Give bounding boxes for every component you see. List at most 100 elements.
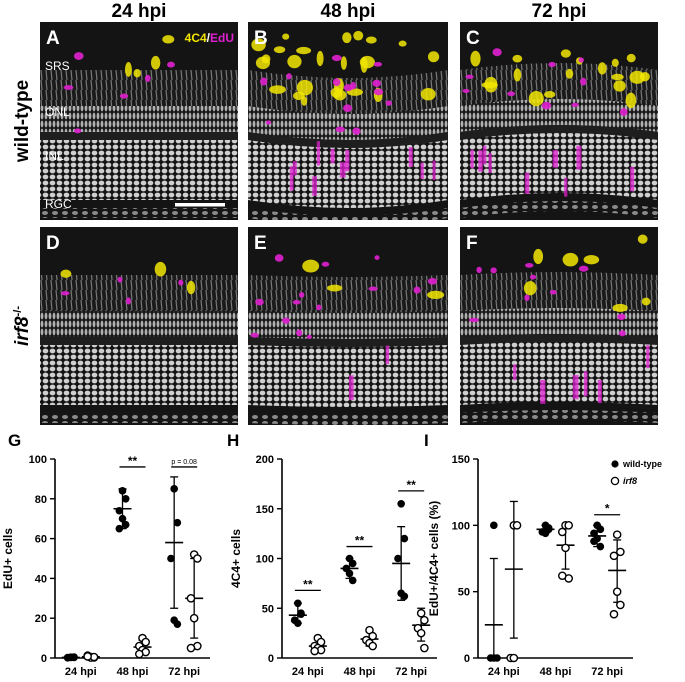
micrograph-panel-d — [40, 227, 238, 425]
plot-h-point — [345, 569, 354, 578]
plot-h: H 0 50 100 150 200 4C4+ cells 24 hpi 48 hpi 72 hp… — [227, 431, 437, 678]
plot-h-point — [368, 641, 378, 651]
plot-h-sig-label: ** — [303, 577, 313, 591]
key-mutant-marker — [610, 476, 620, 486]
plot-h-ytick-label: 200 — [256, 454, 274, 466]
plot-h-point — [397, 499, 405, 508]
plot-g-xtick-label: 72 hpi — [168, 666, 200, 678]
plot-i-point — [609, 551, 619, 561]
micrograph-panel-f — [460, 227, 658, 425]
plot-g-point — [118, 514, 127, 523]
panel-letter-b: B — [254, 28, 268, 49]
plot-h-point — [400, 592, 409, 601]
plot-i-point — [509, 653, 519, 663]
plot-h-xtick-label: 72 hpi — [395, 666, 427, 678]
key-mutant-label: irf8 — [623, 476, 637, 486]
plot-i-point — [616, 600, 625, 610]
plot-i-point — [490, 521, 498, 530]
plot-h-point — [297, 610, 305, 619]
plot-g-point — [170, 485, 178, 493]
micrograph-panel-b — [248, 22, 448, 220]
plot-h-point — [348, 559, 357, 568]
plot-g-point — [83, 652, 92, 661]
plot-h-sig-label: ** — [406, 478, 416, 492]
plot-g-point — [118, 487, 127, 495]
plot-i-point — [590, 537, 598, 546]
plot-h-ytick-label: 100 — [256, 554, 274, 566]
plot-g-point — [121, 495, 130, 503]
layer-label-inl: INL — [45, 149, 64, 163]
plot-g-point — [121, 520, 130, 529]
stain-legend-4c4: 4C4 — [185, 31, 207, 45]
scale-bar — [175, 203, 225, 207]
plot-g-series-wildtype — [61, 476, 184, 662]
plot-i-point — [616, 547, 625, 557]
plot-i-point — [544, 524, 553, 532]
panel-letter-a: A — [46, 28, 60, 49]
row-header-mutant: irf8-/- — [12, 306, 33, 346]
row-header-mutant-sup: -/- — [12, 306, 24, 317]
plot-i-ytick-label: 50 — [458, 587, 470, 599]
plot-h-series-wildtype — [288, 499, 411, 627]
plot-h-point — [420, 643, 429, 653]
plot-h-point — [368, 631, 378, 641]
plot-g-point — [141, 637, 150, 647]
layer-label-srs: SRS — [45, 59, 70, 73]
panel-letter-c: C — [466, 28, 480, 49]
layer-label-onl: ONL — [45, 105, 70, 119]
plot-h-series-mutant — [308, 607, 431, 656]
plot-h-ytick-label: 150 — [256, 504, 274, 516]
plot-i-ytick-label: 150 — [452, 454, 470, 466]
plot-g-sig-label: ** — [128, 454, 138, 468]
plot-g: G 0 20 40 60 80 100 EdU+ cells 24 hpi 48 hpi 72 hp… — [1, 431, 210, 678]
plot-letter-h: H — [227, 431, 239, 450]
panel-letter-e: E — [254, 233, 267, 254]
micrograph-grid — [40, 22, 658, 425]
plot-h-point — [416, 608, 426, 618]
plot-i-point — [490, 654, 498, 662]
plot-key: wild-type irf8 — [610, 459, 662, 486]
plot-i-point — [609, 609, 619, 619]
plot-i-point — [558, 527, 567, 537]
plot-h-point — [294, 619, 302, 627]
row-header-wildtype: wild-type — [12, 80, 33, 163]
plot-g-ytick-label: 80 — [35, 494, 47, 506]
plot-i-point — [512, 521, 522, 530]
plot-letter-g: G — [8, 431, 21, 450]
stain-legend-edu: EdU — [210, 31, 234, 45]
plot-g-point — [173, 620, 182, 628]
column-header-72hpi: 72 hpi — [532, 1, 587, 22]
plot-g-point — [173, 518, 182, 527]
column-header-24hpi: 24 hpi — [112, 1, 167, 22]
plot-i-xtick-label: 72 hpi — [591, 666, 623, 678]
panel-letter-d: D — [46, 233, 60, 254]
plot-h-sig-label: ** — [355, 534, 365, 548]
plot-h-xtick-label: 24 hpi — [292, 666, 324, 678]
plot-i-point — [612, 587, 622, 596]
plot-g-point — [189, 613, 199, 623]
plot-g-xtick-label: 48 hpi — [117, 666, 149, 678]
plot-i: I 0 50 100 150 EdU+/4C4+ cells (%) 24 hpi 48 hp… — [424, 431, 633, 678]
plot-h-point — [416, 628, 426, 638]
plot-i-xtick-label: 24 hpi — [488, 666, 520, 678]
plot-i-point — [596, 525, 605, 534]
plot-i-point — [558, 571, 567, 581]
plot-h-ytick-label: 0 — [268, 653, 274, 665]
plot-g-ytick-label: 20 — [35, 613, 47, 625]
plot-i-point — [564, 521, 574, 530]
plot-h-ytick-label: 50 — [262, 603, 274, 615]
stain-legend: 4C4/EdU — [185, 31, 234, 45]
row-header-mutant-gene: irf8 — [12, 316, 33, 346]
plot-g-sig-label: p = 0.08 — [171, 459, 197, 466]
plot-h-ylabel: 4C4+ cells — [229, 529, 243, 588]
micrograph-panel-e — [248, 227, 448, 425]
plot-i-point — [596, 542, 605, 551]
plot-h-xtick-label: 48 hpi — [344, 666, 376, 678]
plot-i-ylabel: EdU+/4C4+ cells (%) — [427, 501, 441, 616]
plot-i-xtick-label: 48 hpi — [540, 666, 572, 678]
plot-g-point — [70, 653, 78, 662]
stain-legend-sep: / — [207, 31, 211, 45]
column-header-48hpi: 48 hpi — [321, 1, 376, 22]
plot-i-series-wildtype — [484, 521, 607, 662]
